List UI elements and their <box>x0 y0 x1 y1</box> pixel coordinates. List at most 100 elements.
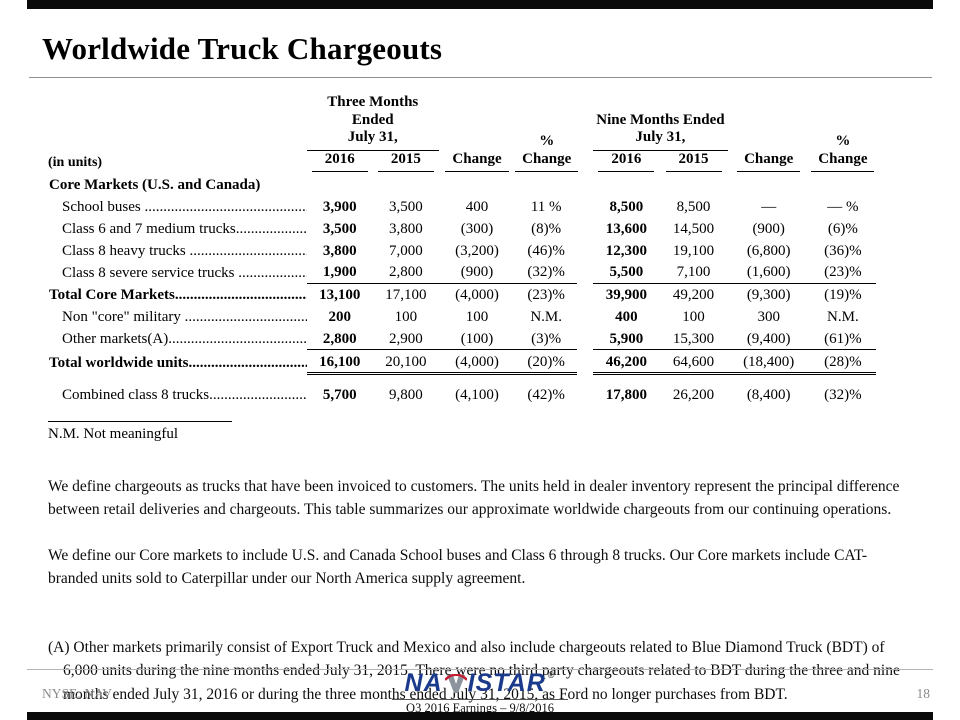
table-cell: 3,500 <box>322 220 357 237</box>
table-cell: (3,200) <box>455 242 499 259</box>
year-header-2016-9m: 2016 <box>593 151 659 174</box>
registered-mark: ® <box>547 670 556 680</box>
year-label: 2016 <box>311 151 368 172</box>
table-cell: (32)% <box>824 386 862 403</box>
table-cell: 400 <box>615 309 638 326</box>
table-cell: — % <box>827 199 859 216</box>
page-title: Worldwide Truck Chargeouts <box>42 31 443 66</box>
year-header-2016-3m: 2016 <box>307 151 373 174</box>
row-label: Other markets(A)........................… <box>62 331 307 348</box>
table-cell: 14,500 <box>672 220 715 237</box>
table-cell: 46,200 <box>593 349 660 375</box>
table-cell: 2,900 <box>372 327 439 351</box>
change-label-3m: Change <box>445 151 509 172</box>
year-label: 2016 <box>598 151 655 172</box>
row-label: Class 8 severe service trucks ..........… <box>62 264 307 281</box>
footer-divider <box>27 669 933 670</box>
ticker-label: NYSE: NAV <box>42 686 112 701</box>
table-cell: 3,500 <box>388 199 423 216</box>
footnote-divider <box>48 421 232 423</box>
row-label: Total worldwide units...................… <box>49 355 307 372</box>
table-row: Class 6 and 7 medium trucks.............… <box>48 217 876 239</box>
table-cell: 9,800 <box>388 386 423 403</box>
table-cell: (1,600) <box>727 260 810 284</box>
pct-change-header-9m: % Change <box>810 94 876 174</box>
table-cell: (23)% <box>527 287 565 304</box>
table-cell: 300 <box>757 309 780 326</box>
table-cell: (900) <box>438 260 516 284</box>
table-group-header-row: (in units) Three Months Ended July 31, C… <box>48 94 876 172</box>
table-cell: (8)% <box>531 220 562 237</box>
table-section-row: Core Markets (U.S. and Canada) <box>48 174 876 196</box>
table-cell: (900) <box>752 220 785 237</box>
in-units-label: (in units) <box>48 155 103 171</box>
table-row: School buses ...........................… <box>48 196 876 218</box>
table-cell: 13,100 <box>319 287 361 304</box>
nm-footnote: N.M. Not meaningful <box>48 426 178 443</box>
table-cell: 5,900 <box>593 327 660 351</box>
table-cell: 19,100 <box>672 242 715 259</box>
table-cell: (23)% <box>809 260 876 284</box>
change-header-9m: Change <box>728 94 810 174</box>
footer-logo-block: NA ISTAR ® Q3 2016 Earnings – 9/8/2016 <box>392 671 568 717</box>
table-cell: 2,800 <box>372 260 439 284</box>
table-cell: 13,600 <box>605 220 647 237</box>
chargeouts-definition-note: We define chargeouts as trucks that have… <box>48 478 900 519</box>
table-cell: 8,500 <box>609 199 644 216</box>
column-spacer <box>577 217 593 239</box>
table-row: Total Core Markets......................… <box>48 283 876 305</box>
column-spacer <box>577 94 593 174</box>
column-spacer <box>577 283 593 305</box>
table-cell: 3,900 <box>322 199 357 216</box>
core-markets-definition-note: We define our Core markets to include U.… <box>48 546 868 587</box>
table-cell: 15,300 <box>659 327 728 351</box>
table-cell: (4,000) <box>455 287 499 304</box>
table-cell: 3,800 <box>388 220 423 237</box>
table-cell: 16,100 <box>306 349 373 375</box>
table-cell: (61)% <box>809 327 876 351</box>
table-cell: 26,200 <box>672 386 715 403</box>
table-cell: (4,000) <box>438 349 516 375</box>
table-cell: 17,100 <box>385 287 427 304</box>
column-spacer <box>577 373 593 405</box>
navistar-logo: NA ISTAR ® <box>392 671 568 696</box>
pct-change-label-9m: % Change <box>811 133 875 172</box>
row-label: Class 8 heavy trucks ...................… <box>62 242 307 259</box>
three-months-header: Three Months Ended July 31, <box>306 94 439 152</box>
table-cell: (3)% <box>515 327 578 351</box>
column-spacer <box>577 350 593 374</box>
footnote-a: (A) Other markets primarily consist of E… <box>48 639 900 703</box>
column-spacer <box>577 327 593 349</box>
table-row: Class 8 heavy trucks ...................… <box>48 239 876 261</box>
column-spacer <box>577 239 593 261</box>
column-spacer <box>577 196 593 218</box>
table-row: Combined class 8 trucks.................… <box>48 373 876 405</box>
table-row: Non "core" military ....................… <box>48 306 876 328</box>
pct-change-header-3m: % Change <box>515 94 579 174</box>
table-cell: 3,800 <box>322 242 357 259</box>
in-units-header: (in units) <box>48 94 307 174</box>
year-label: 2015 <box>665 151 722 172</box>
row-label: Class 6 and 7 medium trucks.............… <box>62 220 307 237</box>
row-label: School buses ...........................… <box>62 199 307 216</box>
row-label: Total Core Markets......................… <box>49 287 307 304</box>
table-cell: 1,900 <box>306 260 373 284</box>
table-cell: 12,300 <box>605 242 647 259</box>
table-cell: N.M. <box>827 309 859 326</box>
table-cell: (6,800) <box>746 242 791 259</box>
three-months-label: Three Months Ended July 31, <box>327 94 419 146</box>
table-year-header-row: 2016 2015 2016 2015 <box>48 151 876 174</box>
table-cell: (19)% <box>824 287 862 304</box>
table-cell: 5,700 <box>322 386 357 403</box>
nine-months-label: Nine Months Ended July 31, <box>596 111 725 146</box>
table-cell: 20,100 <box>372 349 439 375</box>
row-label: Non "core" military ....................… <box>62 309 307 326</box>
table-cell: (46)% <box>527 242 565 259</box>
table-row: Class 8 severe service trucks ..........… <box>48 260 876 284</box>
table-cell: (18,400) <box>727 349 810 375</box>
table-cell: (42)% <box>527 386 565 403</box>
pct-change-label-3m: % Change <box>515 133 579 172</box>
table-cell: 11 % <box>530 199 562 216</box>
bottom-black-bar <box>27 712 933 720</box>
footer-row: NYSE: NAV NA ISTAR ® Q3 2016 Earnings – … <box>0 670 960 716</box>
